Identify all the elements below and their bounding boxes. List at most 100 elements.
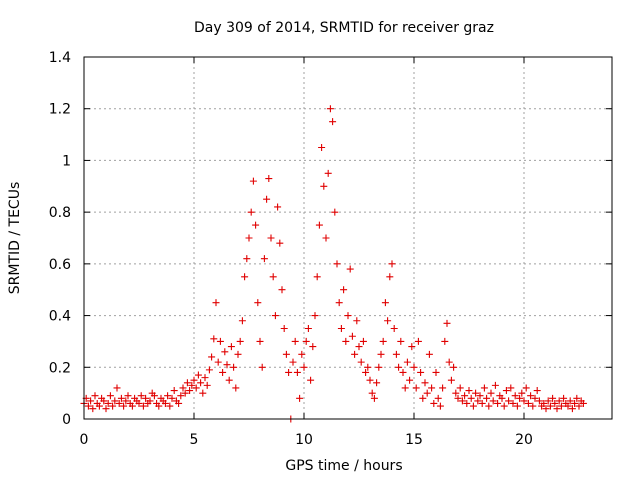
data-point — [307, 376, 315, 384]
data-point — [419, 394, 427, 402]
data-point — [397, 337, 405, 345]
data-point — [247, 208, 255, 216]
data-point — [465, 387, 473, 395]
data-point — [443, 319, 451, 327]
chart-title: Day 309 of 2014, SRMTID for receiver gra… — [194, 20, 494, 36]
data-point — [238, 317, 246, 325]
data-point — [491, 381, 499, 389]
data-point — [353, 317, 361, 325]
data-point — [296, 394, 304, 402]
x-tick-label: 20 — [515, 432, 533, 448]
data-point — [124, 392, 132, 400]
data-point — [267, 234, 275, 242]
data-point — [188, 381, 196, 389]
data-point — [377, 350, 385, 358]
data-point — [522, 384, 530, 392]
data-point — [278, 286, 286, 294]
data-point — [412, 384, 420, 392]
data-point — [566, 397, 574, 405]
data-point — [359, 337, 367, 345]
data-point — [370, 394, 378, 402]
y-tick-label: 0.6 — [49, 257, 71, 273]
data-point — [166, 402, 174, 410]
data-point — [551, 399, 559, 407]
data-point — [95, 402, 103, 410]
data-point — [298, 350, 306, 358]
data-point — [201, 374, 209, 382]
grid-lines — [84, 57, 612, 419]
data-point — [461, 392, 469, 400]
data-point — [342, 337, 350, 345]
data-point — [318, 144, 326, 151]
data-point — [505, 397, 513, 405]
data-point — [410, 363, 418, 371]
data-point — [274, 203, 282, 211]
data-point — [128, 402, 136, 410]
axis-ticks — [83, 56, 612, 420]
data-point — [177, 392, 185, 400]
data-point — [381, 299, 389, 307]
data-point — [263, 195, 271, 203]
data-point — [351, 350, 359, 358]
data-point — [210, 335, 218, 343]
data-point — [269, 273, 277, 281]
data-point — [293, 368, 301, 376]
data-point — [192, 384, 200, 392]
y-tick-label: 0.4 — [49, 309, 71, 325]
data-point — [494, 399, 502, 407]
data-point — [414, 337, 422, 345]
data-point — [161, 399, 169, 407]
data-point — [186, 387, 194, 395]
data-point — [355, 343, 363, 351]
data-point — [388, 260, 396, 268]
x-tick-label: 10 — [295, 432, 313, 448]
data-point — [516, 394, 524, 402]
data-point — [329, 118, 337, 126]
data-point — [445, 358, 453, 366]
data-point — [320, 182, 328, 190]
data-point — [344, 312, 352, 320]
data-point — [139, 402, 147, 410]
data-point — [564, 402, 572, 410]
data-point — [302, 337, 310, 345]
x-tick-label: 5 — [190, 432, 199, 448]
data-point — [524, 399, 532, 407]
data-point — [337, 325, 345, 332]
y-tick-label: 0.8 — [49, 205, 71, 221]
data-point — [447, 376, 455, 384]
data-point — [531, 394, 539, 402]
data-point — [117, 394, 125, 402]
data-point — [109, 402, 117, 410]
data-point — [276, 239, 284, 247]
data-point — [364, 363, 372, 371]
data-point — [392, 350, 400, 358]
data-point — [223, 361, 231, 369]
data-point — [408, 343, 416, 351]
data-point — [115, 399, 123, 407]
data-point — [348, 332, 356, 340]
data-point — [122, 397, 130, 405]
data-point — [509, 399, 517, 407]
data-point — [324, 169, 332, 177]
data-point — [511, 392, 519, 400]
x-tick-label: 0 — [80, 432, 89, 448]
data-point — [175, 399, 183, 407]
data-point — [432, 368, 440, 376]
data-point — [199, 389, 207, 397]
data-point — [450, 363, 458, 371]
data-point — [454, 394, 462, 402]
data-point — [366, 376, 374, 384]
y-tick-label: 1 — [62, 153, 71, 169]
data-point — [300, 363, 308, 371]
data-point — [137, 392, 145, 400]
data-point — [544, 397, 552, 405]
data-point — [241, 273, 249, 281]
data-point — [87, 397, 95, 405]
data-point — [245, 234, 253, 242]
data-point — [194, 371, 202, 379]
data-point — [472, 389, 480, 397]
data-point — [498, 394, 506, 402]
data-point — [529, 402, 537, 410]
data-point — [518, 389, 526, 397]
